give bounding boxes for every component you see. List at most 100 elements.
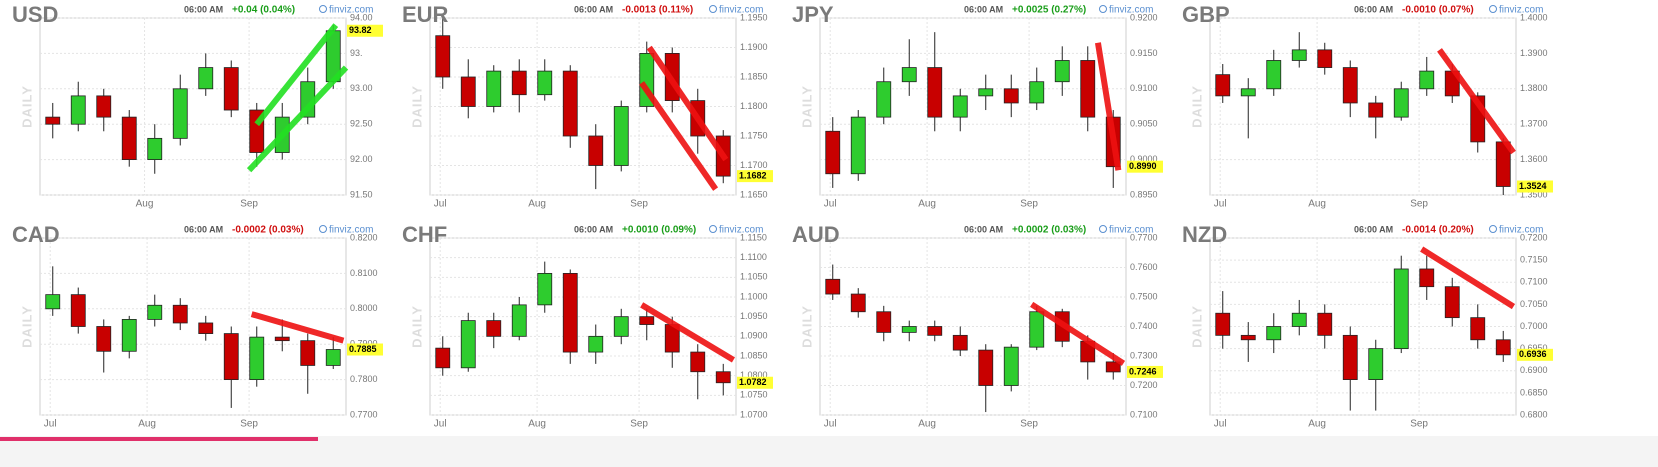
candle-body — [1495, 339, 1511, 356]
last-price-label: 0.8990 — [1129, 161, 1157, 171]
y-tick-label: 1.1150 — [740, 232, 767, 242]
source: finviz.com — [1109, 5, 1153, 16]
y-tick-label: 1.0800 — [740, 370, 768, 380]
y-tick-label: 1.1800 — [740, 101, 768, 111]
x-tick-label: Aug — [528, 199, 546, 210]
last-price-label: 93.82 — [349, 25, 372, 35]
source: finviz.com — [719, 5, 763, 16]
candle-body — [1003, 88, 1019, 104]
candle-body — [850, 116, 866, 175]
candle-body — [1444, 286, 1460, 319]
candle-body — [876, 311, 892, 333]
y-tick-label: 0.6900 — [1520, 365, 1548, 375]
time: 06:00 AM — [574, 224, 613, 234]
source-icon — [319, 225, 327, 233]
ticker: CHF — [402, 222, 447, 247]
y-tick-label: 1.0700 — [740, 409, 768, 419]
chart-panel: 1.0700 1.0750 1.0800 1.0850 1.0900 1.0950 1.10… — [402, 222, 773, 430]
last-price-label: 1.3524 — [1519, 181, 1547, 191]
time: 06:00 AM — [574, 4, 613, 14]
y-tick-label: 92.50 — [350, 119, 373, 129]
chart-panel: 0.77000.78000.79000.80000.81000.8200JulA… — [12, 222, 383, 430]
candle-body — [1291, 312, 1307, 327]
y-tick-label: 92.00 — [350, 154, 373, 164]
y-tick-label: 0.7800 — [350, 374, 378, 384]
candle-body — [1470, 317, 1486, 341]
y-tick-label: 1.1650 — [740, 189, 768, 199]
y-tick-label: 0.8950 — [1130, 189, 1158, 199]
candle-body — [96, 95, 112, 118]
y-tick-label: 0.7050 — [1520, 299, 1548, 309]
candle-body — [1054, 60, 1070, 83]
candle-body — [147, 137, 163, 161]
x-tick-label: Aug — [528, 419, 546, 430]
candle-body — [121, 116, 137, 161]
candle-body — [1342, 67, 1358, 104]
last-price-box — [347, 343, 383, 356]
ticker: EUR — [402, 2, 449, 27]
ticker: GBP — [1182, 2, 1230, 27]
x-tick-label: Jul — [1214, 419, 1227, 430]
period-label: DAILY — [19, 85, 34, 128]
plot-frame — [819, 17, 1127, 196]
change: +0.0010 (0.09%) — [622, 225, 696, 236]
y-tick-label: 0.7500 — [1130, 291, 1158, 301]
trend-line — [246, 65, 349, 173]
source-icon — [1099, 5, 1107, 13]
candle-body — [223, 333, 239, 380]
trend-line — [1437, 48, 1516, 155]
candle-body — [486, 70, 502, 107]
source: finviz.com — [1499, 5, 1543, 16]
candle-body — [927, 326, 943, 336]
trend-line — [646, 45, 729, 162]
candle-body — [147, 304, 163, 320]
y-tick-label: 1.3700 — [1520, 119, 1548, 129]
y-tick-label: 1.0750 — [740, 390, 768, 400]
candle-body — [1393, 268, 1409, 350]
y-tick-label: 0.7100 — [1130, 409, 1158, 419]
chart-panel: 1.3500 1.3600 1.3700 1.3800 1.3900 1.4000 Jul A… — [1182, 2, 1553, 210]
trend-line — [1030, 301, 1126, 366]
candle-body — [486, 320, 502, 337]
candle-body — [1317, 49, 1333, 68]
candle-body — [70, 95, 86, 125]
y-tick-label: 0.6850 — [1520, 387, 1548, 397]
source: finviz.com — [1109, 225, 1153, 236]
y-tick-label: 0.9000 — [1130, 154, 1158, 164]
footer-strip — [0, 436, 1658, 467]
last-price-label: 0.7885 — [349, 344, 377, 354]
progress-bar — [0, 437, 318, 441]
y-tick-label: 1.1900 — [740, 42, 768, 52]
x-tick-label: Jul — [824, 199, 837, 210]
y-tick-label: 1.0900 — [740, 331, 768, 341]
candle-body — [588, 335, 604, 353]
y-tick-label: 0.8100 — [350, 268, 378, 278]
candle-body — [249, 336, 265, 380]
period-label: DAILY — [19, 305, 34, 348]
y-tick-label: 1.3900 — [1520, 48, 1548, 58]
candle-body — [1029, 311, 1045, 348]
x-tick-label: Aug — [1308, 199, 1326, 210]
candle-body — [435, 347, 451, 369]
candle-body — [715, 371, 731, 384]
y-tick-label: 1.1050 — [740, 272, 768, 282]
y-tick-label: 0.7700 — [350, 409, 378, 419]
candle-body — [96, 326, 112, 352]
x-tick-label: Jul — [1214, 199, 1227, 210]
y-tick-label: 91.50 — [350, 189, 373, 199]
source: finviz.com — [1499, 225, 1543, 236]
candle-body — [1215, 74, 1231, 97]
candle-body — [952, 95, 968, 118]
candle-body — [460, 320, 476, 369]
candle-body — [1215, 312, 1231, 336]
candle-body — [511, 304, 527, 337]
change: -0.0014 (0.20%) — [1402, 225, 1474, 236]
candle-body — [1240, 88, 1256, 97]
x-tick-label: Jul — [44, 419, 57, 430]
period-label: DAILY — [409, 85, 424, 128]
candle-body — [850, 293, 866, 313]
last-price-box — [1517, 348, 1553, 361]
candle-body — [274, 336, 290, 342]
y-tick-label: 0.7150 — [1520, 255, 1548, 265]
